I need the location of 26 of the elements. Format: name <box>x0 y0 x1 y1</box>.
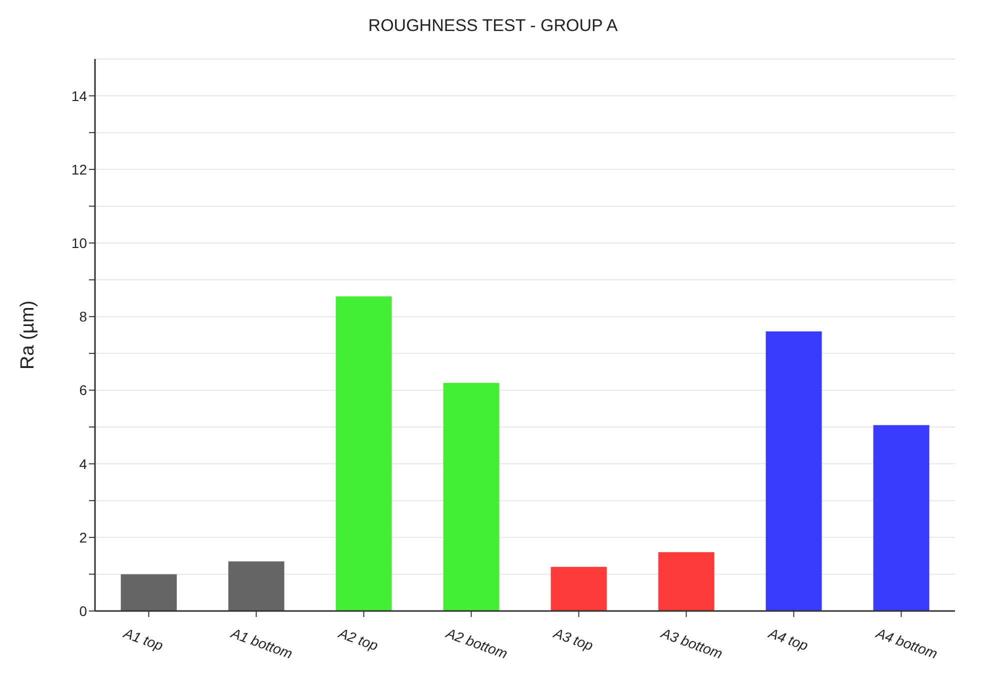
bar <box>550 566 607 611</box>
x-tick-label: A4 bottom <box>873 624 940 662</box>
x-tick-label: A4 top <box>766 624 810 654</box>
bar <box>336 296 392 611</box>
bar <box>443 382 500 611</box>
y-tick-label: 8 <box>79 308 88 325</box>
chart-title: ROUGHNESS TEST - GROUP A <box>367 16 619 36</box>
x-tick-label: A1 bottom <box>228 624 295 662</box>
x-tick-label: A2 bottom <box>443 624 510 662</box>
y-tick-label: 2 <box>79 529 88 546</box>
bar <box>766 331 822 611</box>
bar <box>120 574 177 611</box>
y-tick-label: 6 <box>79 382 88 398</box>
bar <box>873 425 930 611</box>
y-tick-label: 14 <box>71 88 88 104</box>
y-tick-label: 0 <box>79 602 88 619</box>
x-tick-label: A3 top <box>550 624 596 654</box>
y-tick-label: 12 <box>71 161 88 178</box>
y-axis-title: Ra (µm) <box>18 300 39 370</box>
bar <box>228 561 284 611</box>
x-tick-label: A1 top <box>120 624 166 654</box>
x-tick-label: A3 bottom <box>658 624 725 662</box>
y-tick-label: 10 <box>71 234 88 251</box>
bar <box>658 552 714 611</box>
y-tick-label: 4 <box>79 456 88 472</box>
x-tick-label: A2 top <box>336 624 380 654</box>
